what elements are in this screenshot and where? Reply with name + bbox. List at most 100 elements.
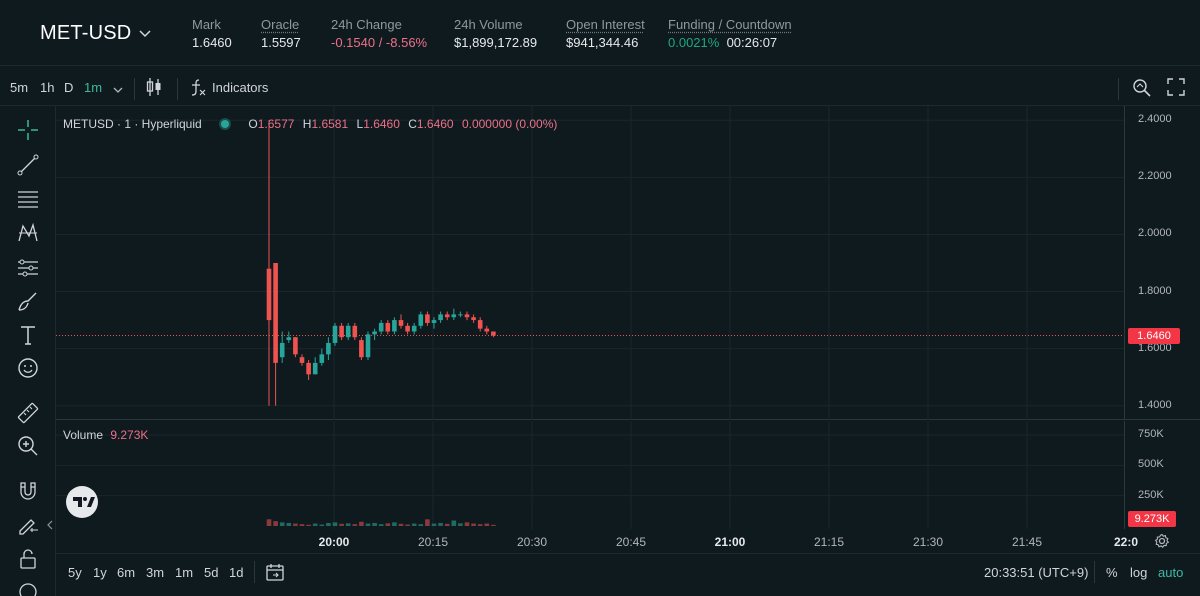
chevron-left-icon[interactable] [46, 520, 54, 530]
text-icon[interactable] [16, 323, 40, 347]
price-axis[interactable]: 2.4000 2.2000 2.0000 1.8000 1.6000 1.4000 [1124, 106, 1200, 420]
crosshair-icon[interactable] [16, 118, 40, 142]
time-tick-label: 21:45 [1011, 535, 1043, 549]
chevron-down-icon[interactable] [112, 84, 124, 96]
volume-bar [345, 523, 351, 526]
legend-low: 1.6460 [363, 117, 400, 131]
volume-bar [451, 520, 457, 526]
indicators-button[interactable]: Indicators [212, 80, 269, 95]
volume-bar [266, 519, 272, 526]
range-1y[interactable]: 1y [93, 565, 107, 580]
volume-bar [484, 523, 490, 526]
last-volume-tag: 9.273K [1128, 511, 1176, 527]
timeframe-1m[interactable]: 1m [84, 80, 103, 95]
candle-body [293, 337, 298, 355]
tradingview-logo[interactable] [66, 486, 98, 518]
volume-pane[interactable] [56, 421, 1124, 529]
candle-body [431, 320, 437, 323]
price-tick-label: 1.4000 [1138, 398, 1172, 411]
candle-style-icon[interactable] [143, 76, 165, 98]
brush-icon[interactable] [16, 289, 40, 313]
ruler-icon[interactable] [16, 401, 40, 425]
trend-line-icon[interactable] [16, 153, 40, 177]
market-status-dot [221, 120, 230, 128]
toolbar-divider [177, 78, 178, 100]
stat-label[interactable]: Open Interest [566, 17, 645, 32]
volume-bar [477, 524, 483, 526]
volume-chart[interactable] [56, 421, 1124, 529]
range-1m[interactable]: 1m [175, 565, 194, 580]
candle-body [458, 314, 463, 316]
volume-bar [444, 523, 450, 526]
range-3m[interactable]: 3m [146, 565, 165, 580]
candle-body [392, 320, 397, 332]
range-6m[interactable]: 6m [117, 565, 136, 580]
timeframe-1h[interactable]: 1h [40, 80, 55, 95]
goto-date-icon[interactable] [265, 562, 285, 582]
bottom-divider [254, 561, 255, 583]
chart-panel [0, 68, 1200, 596]
lock-icon[interactable] [16, 547, 40, 571]
range-5d[interactable]: 5d [204, 565, 219, 580]
percent-toggle[interactable]: % [1106, 565, 1118, 580]
stat-label[interactable]: Oracle [261, 17, 300, 32]
candle-body [411, 325, 417, 332]
emoji-icon[interactable] [16, 356, 40, 380]
clock-timezone[interactable]: 20:33:51 (UTC+9) [984, 565, 1089, 580]
legend-symbol[interactable]: METUSD · 1 · Hyperliquid [63, 117, 202, 131]
lock-drawing-icon[interactable] [16, 512, 40, 536]
volume-bar [418, 524, 424, 526]
range-5y[interactable]: 5y [68, 565, 82, 580]
candle-body [286, 337, 292, 341]
candle-body [405, 325, 410, 332]
log-toggle[interactable]: log [1130, 565, 1148, 580]
symbol-selector[interactable]: MET-USD [40, 22, 132, 44]
candle-body [279, 342, 285, 358]
volume-bar [385, 523, 391, 526]
stat-label[interactable]: Funding / Countdown [668, 17, 792, 32]
pattern-icon[interactable] [16, 221, 40, 245]
timeframe-5m[interactable]: 5m [10, 80, 29, 95]
volume-tick-label: 500K [1138, 458, 1164, 471]
chart-legend: METUSD · 1 · Hyperliquid O1.6577 H1.6581… [63, 117, 557, 133]
candle-body [378, 322, 384, 332]
volume-bar [471, 523, 476, 526]
volume-bar [431, 523, 437, 526]
settings-gear-icon[interactable] [1154, 533, 1170, 549]
function-icon[interactable] [189, 77, 207, 97]
last-price-tag: 1.6460 [1128, 327, 1180, 344]
zoom-search-icon[interactable] [1131, 77, 1153, 99]
horizontal-lines-icon[interactable] [16, 187, 40, 211]
time-tick-label: 20:00 [318, 535, 350, 549]
time-tick-label: 20:30 [516, 535, 548, 549]
toolbar-divider [1118, 78, 1119, 100]
zoom-in-icon[interactable] [16, 434, 40, 458]
visibility-icon[interactable] [16, 578, 40, 596]
fib-levels-icon[interactable] [16, 256, 40, 280]
fullscreen-icon[interactable] [1166, 77, 1186, 97]
volume-bar [352, 524, 358, 526]
stat-label: 24h Change [331, 17, 402, 32]
price-pane[interactable] [56, 106, 1124, 420]
market-header: MET-USD Mark 1.6460 Oracle 1.5597 24h Ch… [0, 0, 1200, 66]
volume-bar [411, 523, 417, 526]
range-1d[interactable]: 1d [229, 565, 244, 580]
volume-bar [458, 523, 463, 526]
candlestick-chart[interactable] [56, 106, 1124, 420]
chevron-down-icon[interactable] [137, 25, 153, 41]
candle-body [418, 314, 424, 326]
candle-body [438, 314, 443, 321]
time-axis[interactable]: 20:00 20:15 20:30 20:45 21:00 21:15 21:30 21:45… [56, 529, 1138, 553]
auto-toggle[interactable]: auto [1158, 565, 1184, 580]
volume-bar [359, 521, 364, 526]
volume-label[interactable]: Volume [63, 428, 104, 442]
candle-body [464, 314, 470, 318]
timeframe-d[interactable]: D [64, 80, 74, 95]
candle-body [312, 362, 318, 375]
volume-bar [319, 524, 325, 526]
toolbar-divider [134, 78, 135, 100]
time-tick-label: 21:15 [813, 535, 845, 549]
magnet-icon[interactable] [16, 480, 40, 504]
volume-axis[interactable]: 750K 500K 250K [1124, 421, 1200, 529]
legend-c-label: C [408, 117, 417, 131]
